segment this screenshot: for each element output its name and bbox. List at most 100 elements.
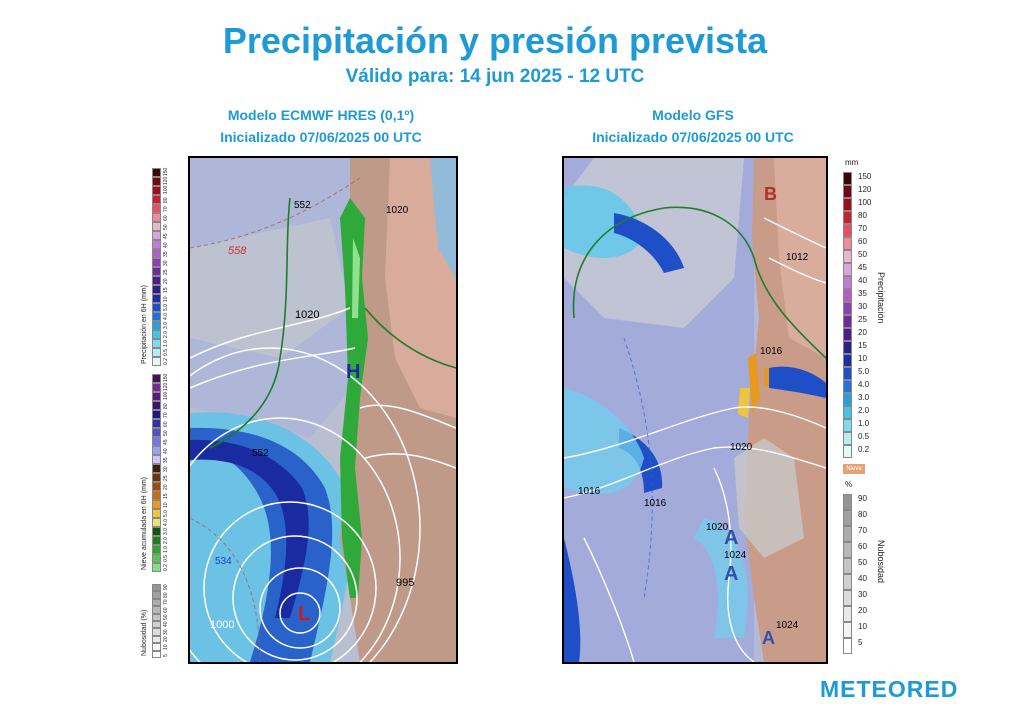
legend-tick: 120 [163,382,169,391]
legend-swatch [152,213,161,222]
ecmwf-map-canvas: 552 558 1020 1020 552 534 1000 995 H L [190,158,456,662]
legend-tick: 0.2 [163,564,169,571]
legend-swatch [843,606,852,622]
legend-swatch [152,545,161,554]
ecmwf-map[interactable]: 552 558 1020 1020 552 534 1000 995 H L [188,156,458,664]
legend-tick: 30 [858,302,867,311]
legend-swatch [152,267,161,276]
legend-swatch [152,339,161,348]
legend-swatch [152,348,161,357]
legend-tick: 0.5 [163,349,169,356]
legend-swatch [152,258,161,267]
legend-swatch [843,574,852,590]
legend-tick: 45 [163,233,169,239]
legend-tick: 3.0 [858,393,870,402]
legend-swatch [843,211,852,224]
legend-tick: 70 [163,206,169,212]
legend-swatch [843,198,852,211]
gfs-map[interactable]: 1012 1016 1016 1016 1020 1020 1024 1024 … [562,156,828,664]
high-pressure-marker: H [346,361,360,383]
isobar-label: 995 [396,577,414,589]
model-init-time: Inicializado 07/06/2025 00 UTC [220,129,422,145]
legend-tick: 50 [858,558,867,567]
legend-tick: 30 [163,466,169,472]
legend-swatch [152,455,161,464]
legend-tick: 5.0 [163,510,169,517]
legend-tick: 10 [163,644,169,650]
legend-tick: 0.2 [163,358,169,365]
legend-tick: 3.0 [163,528,169,535]
high-pressure-marker: A [762,628,775,648]
legend-swatch [152,374,161,383]
legend-swatch [152,518,161,527]
legend-swatch [152,303,161,312]
model-header-ecmwf: Modelo ECMWF HRES (0,1º) Inicializado 07… [190,104,452,148]
legend-swatch [152,554,161,563]
legend-swatch [152,419,161,428]
legend-unit: % [845,480,853,489]
legend-tick: 60 [163,607,169,613]
isobar-label: 1016 [644,498,667,509]
height-label: 534 [215,556,232,567]
legend-swatch [152,650,161,658]
legend-swatch [152,177,161,186]
legend-tick: 60 [163,421,169,427]
legend-swatch [843,638,852,654]
legend-swatch [152,628,161,636]
legend-swatch [843,419,852,432]
legend-tick: 4.0 [163,519,169,526]
legend-swatch [152,591,161,599]
legend-swatch [843,250,852,263]
legend-tick: 40 [858,276,867,285]
legend-swatch [152,401,161,410]
legend-swatch [152,606,161,614]
height-label: 552 [294,200,311,211]
legend-tick: 2.0 [163,537,169,544]
legend-tick: 20 [163,636,169,643]
legend-tick: 40 [163,242,169,248]
legend-swatch [152,357,161,366]
legend-swatch [843,622,852,638]
legend-tick: 5.0 [163,304,169,311]
legend-title: Nubosidad (%) [141,609,148,656]
legend-swatch [152,500,161,509]
legend-tick: 0.5 [163,555,169,562]
legend-swatch [152,312,161,321]
legend-swatch [152,321,161,330]
isobar-label: 1012 [786,252,809,263]
legend-tick: 20 [858,328,867,337]
legend-tick: 50 [163,614,169,620]
legend-tick: 15 [858,341,867,350]
legend-tick: 10 [858,354,867,363]
legend-swatch [843,393,852,406]
height-label: 558 [228,245,247,257]
gfs-map-canvas: 1012 1016 1016 1016 1020 1020 1024 1024 … [564,158,826,662]
legend-swatch [152,428,161,437]
legend-tick: 35 [858,289,867,298]
page-title: Precipitación y presión prevista [222,20,768,61]
legend-swatch [152,231,161,240]
legend-tick: 0.5 [858,432,870,441]
legend-tick: 4.0 [858,380,870,389]
legend-tick: 35 [163,457,169,463]
legend-swatch [843,263,852,276]
legend-tick: 30 [858,590,867,599]
legend-swatch [152,294,161,303]
legend-swatch [152,168,161,177]
legend-tick: 1.0 [163,340,169,347]
legend-tick: 10 [163,296,169,302]
legend-swatch [843,380,852,393]
legend-tick: 80 [858,211,867,220]
legend-swatch [843,185,852,198]
meteored-logo: METEORED [820,676,959,702]
legend-tick: 90 [163,584,169,591]
legend-tick: 50 [163,430,169,436]
legend-tick: 30 [163,629,169,635]
legend-tick: 80 [163,403,169,409]
legend-swatch [152,613,161,621]
legend-swatch [152,222,161,231]
legend-swatch [843,276,852,289]
legend-tick: 40 [858,574,867,583]
isobar-label: 1020 [386,205,409,216]
legend-tick: 20 [163,484,169,490]
